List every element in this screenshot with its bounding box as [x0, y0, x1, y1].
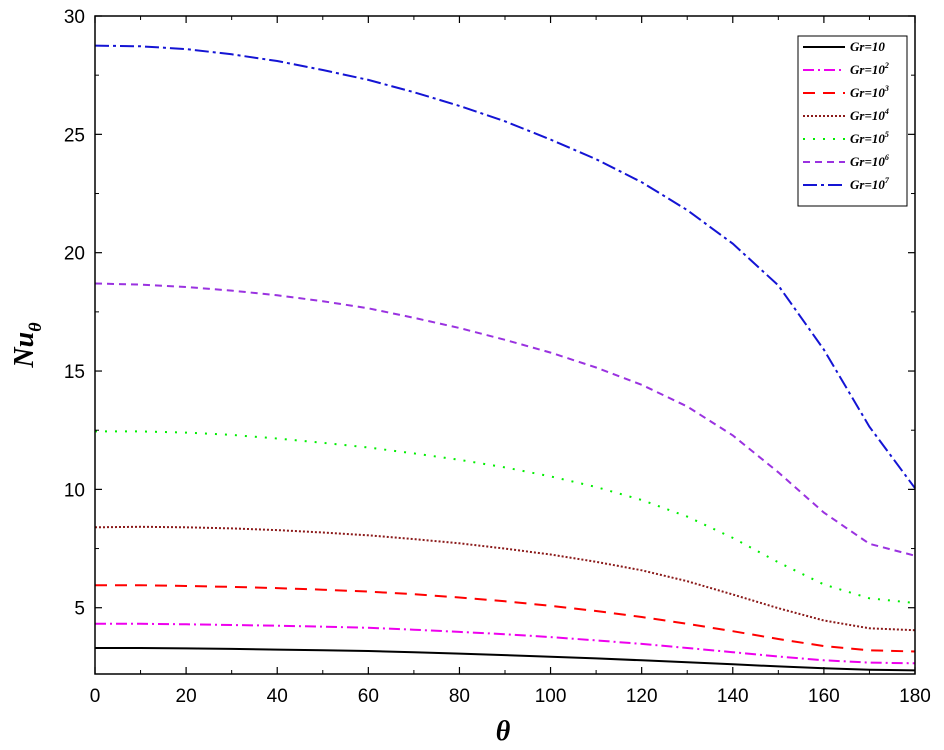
x-tick-label: 60	[358, 686, 379, 707]
x-tick-label: 0	[90, 686, 101, 707]
legend-label-base: Gr=10	[850, 39, 885, 54]
legend-label-1: Gr=102	[850, 61, 889, 77]
legend-label-base: Gr=10	[850, 154, 885, 169]
y-axis-title-main: Nu	[9, 332, 40, 369]
x-tick-label: 160	[808, 686, 840, 707]
legend-label-exponent: 4	[884, 107, 889, 116]
series-line-0	[95, 647, 916, 672]
legend-label-exponent: 5	[885, 130, 889, 139]
y-axis-title: Nuθ	[9, 322, 45, 369]
legend-label-6: Gr=107	[850, 176, 890, 192]
legend-label-3: Gr=104	[850, 107, 889, 123]
legend-box	[797, 35, 908, 207]
legend-label-base: Gr=10	[850, 108, 885, 123]
series-line-6	[94, 44, 916, 489]
series-line-1	[95, 622, 916, 665]
legend-label-exponent: 3	[884, 84, 889, 93]
x-tick-label: 180	[899, 686, 931, 707]
axis-ticks	[94, 15, 916, 674]
series-lines	[94, 44, 916, 672]
y-tick-label: 30	[64, 7, 85, 28]
y-axis-title-subscript: θ	[25, 322, 45, 332]
legend-label-base: Gr=10	[850, 85, 885, 100]
y-tick-label: 5	[74, 599, 85, 620]
y-tick-label: 10	[64, 480, 85, 501]
x-tick-label: 140	[717, 686, 749, 707]
legend-label-5: Gr=106	[850, 153, 889, 169]
x-tick-label: 120	[626, 686, 658, 707]
legend-label-base: Gr=10	[850, 177, 885, 192]
x-tick-label: 20	[176, 686, 197, 707]
x-tick-label: 80	[449, 686, 470, 707]
legend-label-0: Gr=10	[850, 39, 885, 54]
legend-label-2: Gr=103	[850, 84, 889, 100]
x-tick-label: 40	[267, 686, 288, 707]
y-tick-label: 25	[64, 125, 85, 146]
legend-label-exponent: 6	[885, 153, 889, 162]
x-axis-title: θ	[496, 716, 511, 747]
y-tick-label: 15	[64, 362, 85, 383]
x-tick-label: 100	[535, 686, 567, 707]
legend-label-base: Gr=10	[850, 131, 885, 146]
y-tick-label: 20	[64, 244, 85, 265]
legend-label-exponent: 7	[885, 176, 890, 185]
legend-label-4: Gr=105	[850, 130, 889, 146]
legend-label-base: Gr=10	[850, 62, 885, 77]
series-line-5	[94, 282, 916, 557]
series-line-2	[95, 584, 916, 653]
legend: Gr=10Gr=102Gr=103Gr=104Gr=105Gr=106Gr=10…	[797, 35, 908, 207]
legend-label-exponent: 2	[884, 61, 889, 70]
series-line-3	[94, 525, 916, 632]
